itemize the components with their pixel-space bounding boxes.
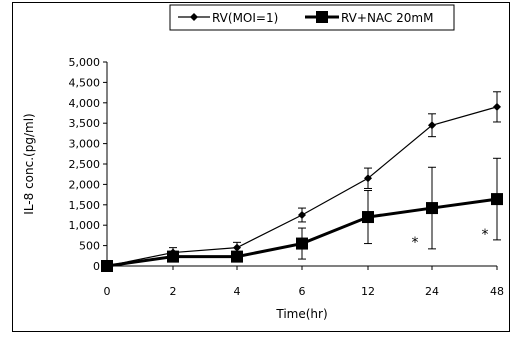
y-tick-label: 2,000 <box>69 178 101 191</box>
data-point-square <box>231 250 243 263</box>
data-point-diamond <box>428 121 436 130</box>
x-axis-title: Time(hr) <box>275 307 327 321</box>
y-axis-title: IL-8 conc.(pg/ml) <box>22 113 36 214</box>
significance-star: * <box>412 235 419 251</box>
x-tick-label: 4 <box>234 285 241 298</box>
x-tick-label: 48 <box>490 285 504 298</box>
data-point-diamond <box>233 243 241 252</box>
y-tick-label: 5,000 <box>69 56 101 69</box>
data-point-square <box>101 260 113 272</box>
legend-swatch-square <box>316 11 328 23</box>
x-tick-label: 6 <box>299 285 306 298</box>
legend-label: RV(MOI=1) <box>212 11 278 25</box>
chart-frame <box>12 2 510 332</box>
data-point-diamond <box>493 102 501 111</box>
data-point-square <box>362 211 374 224</box>
y-tick-label: 1,000 <box>69 219 101 232</box>
data-point-diamond <box>298 211 306 219</box>
x-tick-label: 0 <box>104 285 111 298</box>
data-point-diamond <box>364 174 372 183</box>
x-tick-label: 24 <box>425 285 439 298</box>
x-tick-label: 2 <box>170 285 177 298</box>
x-tick-label: 12 <box>361 285 375 298</box>
y-tick-label: 4,500 <box>69 76 101 89</box>
legend-label: RV+NAC 20mM <box>341 11 433 25</box>
legend-swatch-diamond <box>190 13 198 21</box>
y-tick-label: 4,000 <box>69 97 101 110</box>
data-point-square <box>426 202 438 215</box>
y-tick-label: 500 <box>79 240 100 253</box>
y-tick-label: 1,500 <box>69 199 101 212</box>
y-tick-label: 3,000 <box>69 138 101 151</box>
data-point-square <box>491 193 503 206</box>
data-point-square <box>296 237 308 250</box>
y-tick-label: 2,500 <box>69 158 101 171</box>
y-tick-label: 0 <box>93 260 100 273</box>
significance-star: * <box>482 227 489 243</box>
y-tick-label: 3,500 <box>69 117 101 130</box>
data-point-square <box>167 250 179 263</box>
